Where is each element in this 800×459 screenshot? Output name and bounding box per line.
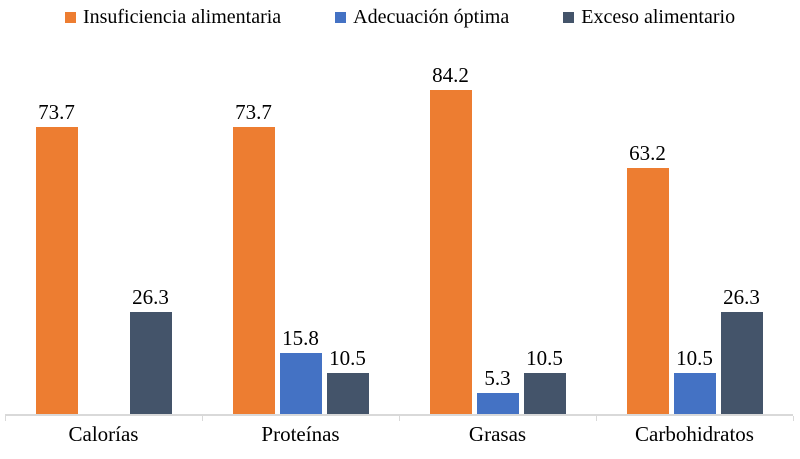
bar-value-label: 26.3 <box>132 284 169 309</box>
axis-tick <box>5 416 6 421</box>
bar-adecuacion-optima-proteinas <box>279 352 322 414</box>
bar-exceso-alimentario-carbohidratos <box>720 311 763 414</box>
bar-value-label: 10.5 <box>526 346 563 371</box>
bar-value-label: 63.2 <box>629 141 666 166</box>
bar-insuficiencia-alimentaria-proteinas <box>232 127 275 414</box>
bar-slot <box>83 64 125 414</box>
bar-value-label: 15.8 <box>282 325 319 350</box>
axis-tick <box>399 416 400 421</box>
bar-slot: 15.8 <box>279 64 322 414</box>
legend-label: Insuficiencia alimentaria <box>82 6 282 28</box>
bar-value-label: 10.5 <box>329 346 366 371</box>
legend-swatch-icon <box>64 12 76 23</box>
legend-label: Exceso alimentario <box>581 6 736 28</box>
bar-exceso-alimentario-grasas <box>523 373 566 414</box>
bar-group-carbohidratos: 63.2 10.5 26.3 Carbohidratos <box>596 64 794 446</box>
bar-value-label: 73.7 <box>38 100 75 125</box>
legend-item-adecuacion-optima: Adecuación óptima <box>335 6 509 28</box>
bar-slot: 73.7 <box>232 64 275 414</box>
legend-swatch-icon <box>335 12 347 23</box>
bar-slot: 84.2 <box>429 63 472 414</box>
category-label-grasas: Grasas <box>468 422 527 446</box>
bar-slot: 26.3 <box>129 64 172 414</box>
bar-slot: 26.3 <box>720 64 763 414</box>
axis-tick <box>202 416 203 421</box>
bar-slot: 10.5 <box>673 64 716 414</box>
bar-slot: 10.5 <box>326 64 369 414</box>
bar-adecuacion-optima-carbohidratos <box>673 373 716 414</box>
bar-group-proteinas: 73.7 15.8 10.5 Proteínas <box>202 64 400 446</box>
bar-insuficiencia-alimentaria-carbohidratos <box>626 168 669 414</box>
bar-exceso-alimentario-calorias <box>129 311 172 414</box>
bar-value-label: 26.3 <box>723 284 760 309</box>
bar-exceso-alimentario-proteinas <box>326 373 369 414</box>
bar-value-label: 73.7 <box>235 100 272 125</box>
bar-value-label: 84.2 <box>432 63 469 87</box>
bar-insuficiencia-alimentaria-grasas <box>429 90 472 414</box>
bar-value-label: 10.5 <box>676 346 713 371</box>
category-label-carbohidratos: Carbohidratos <box>635 422 754 446</box>
chart-legend: Insuficiencia alimentaria Adecuación ópti… <box>0 6 800 28</box>
bar-group-calorias: 73.7 26.3 Calorías <box>5 64 203 446</box>
bar-insuficiencia-alimentaria-calorias <box>35 127 78 414</box>
category-label-calorias: Calorías <box>68 422 139 446</box>
legend-swatch-icon <box>563 12 575 23</box>
category-label-proteinas: Proteínas <box>261 422 340 446</box>
axis-tick <box>793 416 794 421</box>
bar-slot: 5.3 <box>476 64 519 414</box>
bar-slot: 63.2 <box>626 64 669 414</box>
bar-slot: 10.5 <box>523 64 566 414</box>
axis-tick <box>596 416 597 421</box>
legend-item-exceso-alimentario: Exceso alimentario <box>563 6 735 28</box>
bar-value-label: 5.3 <box>484 366 511 391</box>
bar-slot: 73.7 <box>35 64 78 414</box>
legend-label: Adecuación óptima <box>353 6 510 28</box>
legend-item-insuficiencia-alimentaria: Insuficiencia alimentaria <box>64 6 282 28</box>
bar-group-grasas: 84.2 5.3 10.5 Grasas <box>399 63 597 446</box>
plot-area: 73.7 26.3 Calorías 73.7 15.8 10.5 Proteínas 84.… <box>5 63 794 446</box>
bar-adecuacion-optima-grasas <box>476 393 519 414</box>
